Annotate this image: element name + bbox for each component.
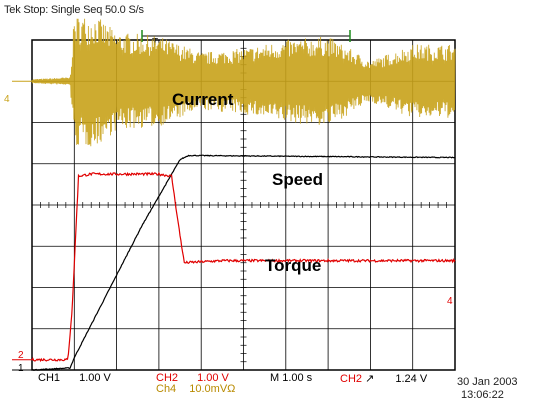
status-line: Tek Stop: Single Seq 50.0 S/s (4, 4, 144, 16)
date: 30 Jan 2003 (457, 376, 518, 388)
trigger-readout: CH2 ↗ 1.24 V (340, 372, 427, 385)
timebase-readout: M 1.00 s (270, 372, 312, 384)
waveform-traces (12, 18, 456, 371)
ch4-right-marker: 4 (447, 296, 453, 307)
channel-markers: 4 2 1 4 (4, 94, 453, 374)
ch2-ground-marker: 2 (18, 350, 24, 361)
ch1-label: CH1 (38, 372, 61, 384)
ch1-scale: 1.00 V (79, 372, 111, 384)
torque-trace (31, 171, 456, 363)
torque-label: Torque (265, 256, 322, 275)
sample-rate: 50.0 S/s (104, 4, 144, 16)
acquisition-state: Tek Stop: Single Seq (4, 4, 103, 16)
time: 13:06:22 (461, 389, 504, 401)
trigger-source: CH2 (340, 373, 363, 385)
ch4-scale: 10.0mVΩ (189, 383, 236, 395)
ch1-ground-marker: 1 (18, 363, 24, 374)
trigger-slope-icon: ↗ (365, 373, 375, 385)
ch4-ground-marker: 4 (4, 94, 10, 105)
timebase: M 1.00 s (270, 372, 313, 384)
date-time-stamp: 30 Jan 2003 13:06:22 (457, 376, 518, 402)
ch2-readout: CH2 1.00 V (156, 372, 229, 384)
current-trace (31, 18, 456, 147)
ch2-scale: 1.00 V (197, 372, 229, 384)
ch4-label: Ch4 (156, 383, 177, 395)
ch1-readout: CH1 1.00 V (38, 372, 111, 384)
speed-trace (31, 154, 456, 371)
trigger-level: 1.24 V (395, 373, 428, 385)
ch2-label: CH2 (156, 372, 179, 384)
ch4-readout: Ch4 10.0mVΩ (156, 383, 235, 395)
current-label: Current (172, 90, 234, 109)
speed-label: Speed (272, 170, 324, 189)
